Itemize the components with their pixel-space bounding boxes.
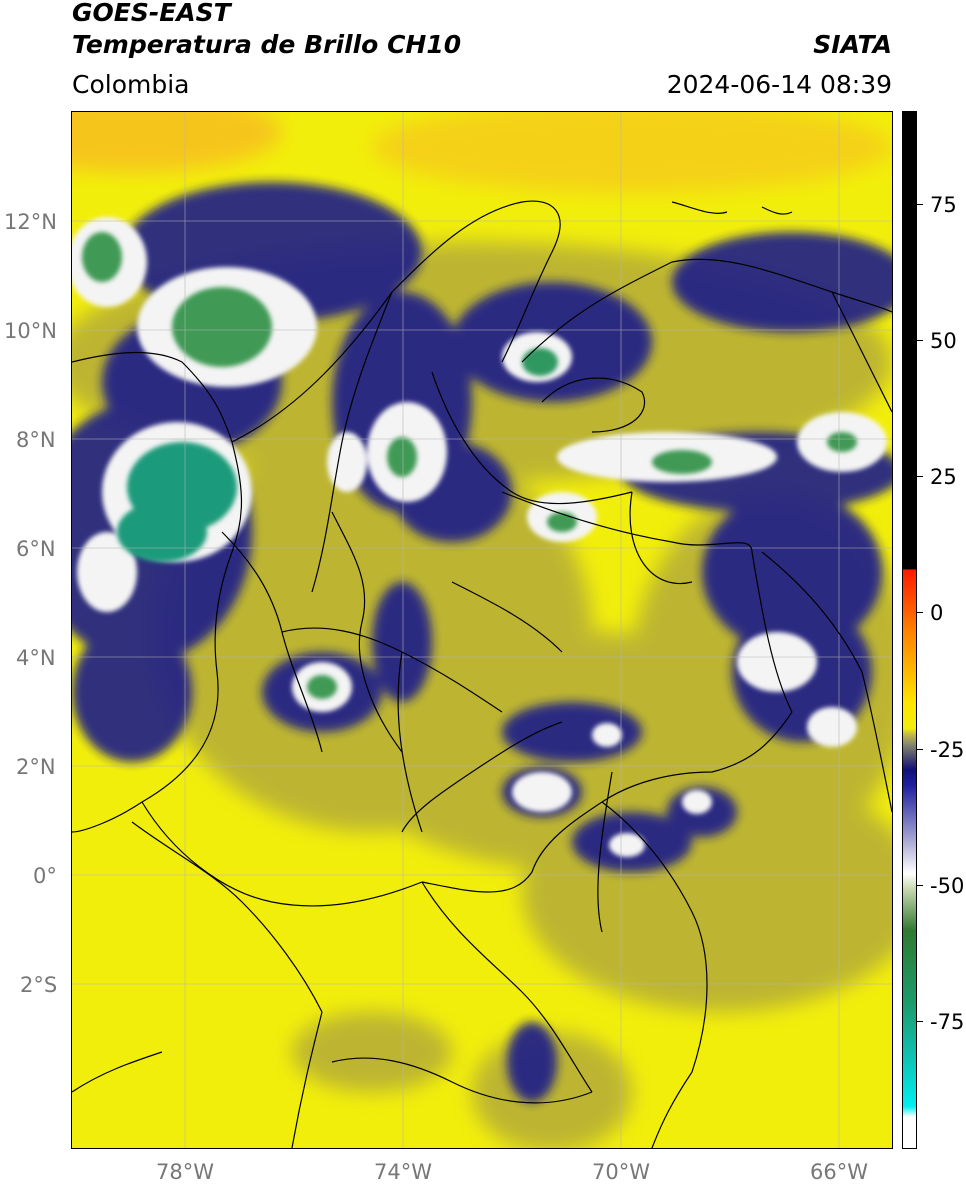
- title-line-2: Temperatura de Brillo CH10: [72, 30, 462, 59]
- colorbar-gradient: [903, 112, 916, 1148]
- lat-label-2n: 2°N: [16, 755, 56, 779]
- lat-label-0: 0°: [33, 864, 57, 888]
- lat-label-4n: 4°N: [16, 646, 56, 670]
- satellite-map[interactable]: [71, 111, 893, 1149]
- gridlines: [72, 112, 892, 1148]
- colorbar-label-neg25: -25: [930, 738, 965, 762]
- map-canvas: [72, 112, 892, 1148]
- title-line-1: GOES-EAST: [72, 0, 231, 27]
- colorbar-label-neg50: -50: [930, 874, 965, 898]
- colorbar-tick: [917, 749, 923, 750]
- lat-label-2s: 2°S: [20, 973, 58, 997]
- region-label: Colombia: [72, 70, 190, 99]
- colorbar-tick: [917, 1021, 923, 1022]
- colorbar-label-neg75: -75: [930, 1010, 965, 1034]
- colorbar: [902, 111, 917, 1149]
- lon-label-78w: 78°W: [156, 1160, 214, 1184]
- lon-label-70w: 70°W: [592, 1160, 650, 1184]
- colorbar-label-50: 50: [930, 329, 957, 353]
- lat-label-6n: 6°N: [16, 537, 56, 561]
- colorbar-tick: [917, 612, 923, 613]
- colorbar-tick: [917, 340, 923, 341]
- colorbar-label-0: 0: [930, 601, 944, 625]
- organization-label: SIATA: [813, 30, 892, 59]
- colorbar-tick: [917, 885, 923, 886]
- colorbar-tick: [917, 204, 923, 205]
- colorbar-label-25: 25: [930, 465, 957, 489]
- lon-label-66w: 66°W: [810, 1160, 868, 1184]
- cold-core-layer: [82, 232, 857, 699]
- lat-label-12n: 12°N: [4, 210, 57, 234]
- colorbar-label-75: 75: [930, 193, 957, 217]
- lat-label-8n: 8°N: [16, 428, 56, 452]
- colorbar-tick: [917, 476, 923, 477]
- datetime-label: 2024-06-14 08:39: [666, 70, 892, 99]
- lon-label-74w: 74°W: [374, 1160, 432, 1184]
- lat-label-10n: 10°N: [4, 319, 57, 343]
- borders: [72, 200, 892, 1148]
